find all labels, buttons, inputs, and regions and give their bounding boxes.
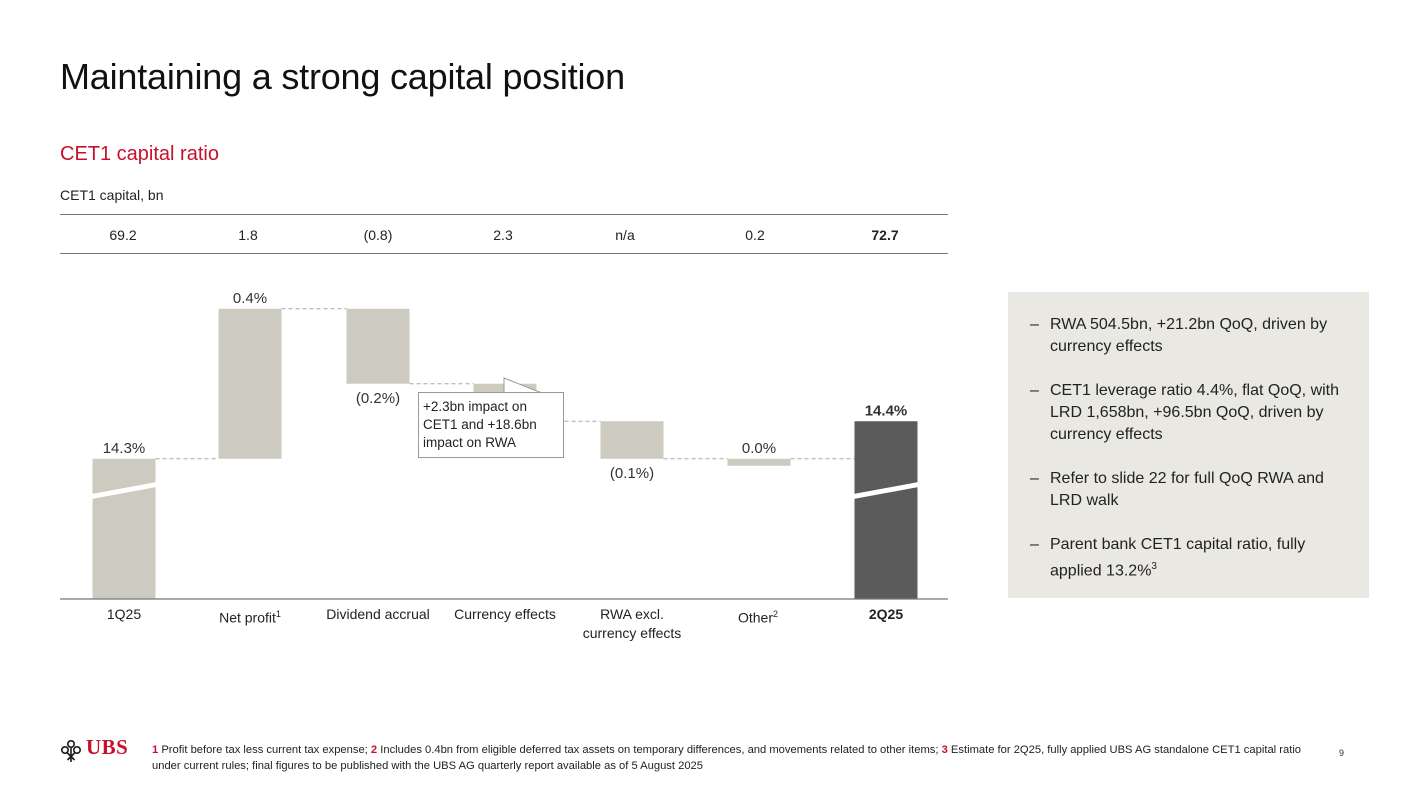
data-label-1: 0.4% — [233, 290, 267, 307]
xlabel-currency-effects: Currency effects — [454, 606, 556, 622]
axis-break-6 — [853, 482, 919, 499]
capital-caption: CET1 capital, bn — [60, 187, 164, 203]
page-number: 9 — [1339, 748, 1345, 758]
data-label-0: 14.3% — [103, 440, 146, 457]
capital-value-net-profit: 1.8 — [238, 227, 258, 243]
xlabel-other: Other2 — [737, 609, 779, 626]
data-label-6: 14.4% — [865, 402, 908, 419]
bar-4 — [600, 421, 664, 459]
capital-value-dividend: (0.8) — [363, 227, 393, 243]
bullet-refer: – Refer to slide 22 for full QoQ RWA and … — [1030, 470, 1324, 509]
info-panel: – RWA 504.5bn, +21.2bn QoQ, driven by cur… — [1008, 292, 1369, 598]
xlabel-dividend-accrual: Dividend accrual — [326, 606, 430, 622]
xlabel-net-profit: Net profit1 — [219, 609, 281, 626]
bullet-parent-bank: – Parent bank CET1 capital ratio, fully a… — [1030, 536, 1306, 580]
footnotes: 1 Profit before tax less current tax exp… — [152, 744, 1302, 772]
capital-value-currency: 2.3 — [493, 227, 513, 243]
bar-1 — [218, 308, 282, 459]
bar-2 — [346, 308, 410, 384]
bullet-leverage: – CET1 leverage ratio 4.4%, flat QoQ, wit… — [1030, 382, 1340, 443]
data-label-4: (0.1%) — [610, 465, 654, 482]
bullet-rwa: – RWA 504.5bn, +21.2bn QoQ, driven by cur… — [1030, 316, 1328, 355]
currency-callout: +2.3bn impact on CET1 and +18.6bn impact… — [418, 392, 564, 458]
chart-subtitle: CET1 capital ratio — [60, 143, 219, 165]
xlabel-2q25: 2Q25 — [868, 606, 904, 622]
bar-0 — [92, 458, 156, 599]
page-title: Maintaining a strong capital position — [60, 56, 625, 97]
capital-value-rwa: n/a — [615, 227, 635, 243]
capital-value-2q25: 72.7 — [871, 227, 899, 243]
bar-6 — [854, 421, 918, 599]
bar-5 — [727, 458, 791, 466]
capital-row: 69.2 1.8 (0.8) 2.3 n/a 0.2 72.7 — [60, 214, 948, 254]
xlabel-rwa-excl: RWA excl. currency effects — [582, 606, 682, 641]
ubs-logo-text: UBS — [86, 735, 129, 759]
ubs-keys-icon — [60, 740, 82, 762]
xlabel-1q25: 1Q25 — [106, 606, 142, 622]
capital-value-1q25: 69.2 — [109, 227, 137, 243]
axis-break-0 — [91, 482, 157, 499]
capital-value-other: 0.2 — [745, 227, 765, 243]
data-label-2: (0.2%) — [356, 390, 400, 407]
data-label-5: 0.0% — [742, 440, 776, 457]
